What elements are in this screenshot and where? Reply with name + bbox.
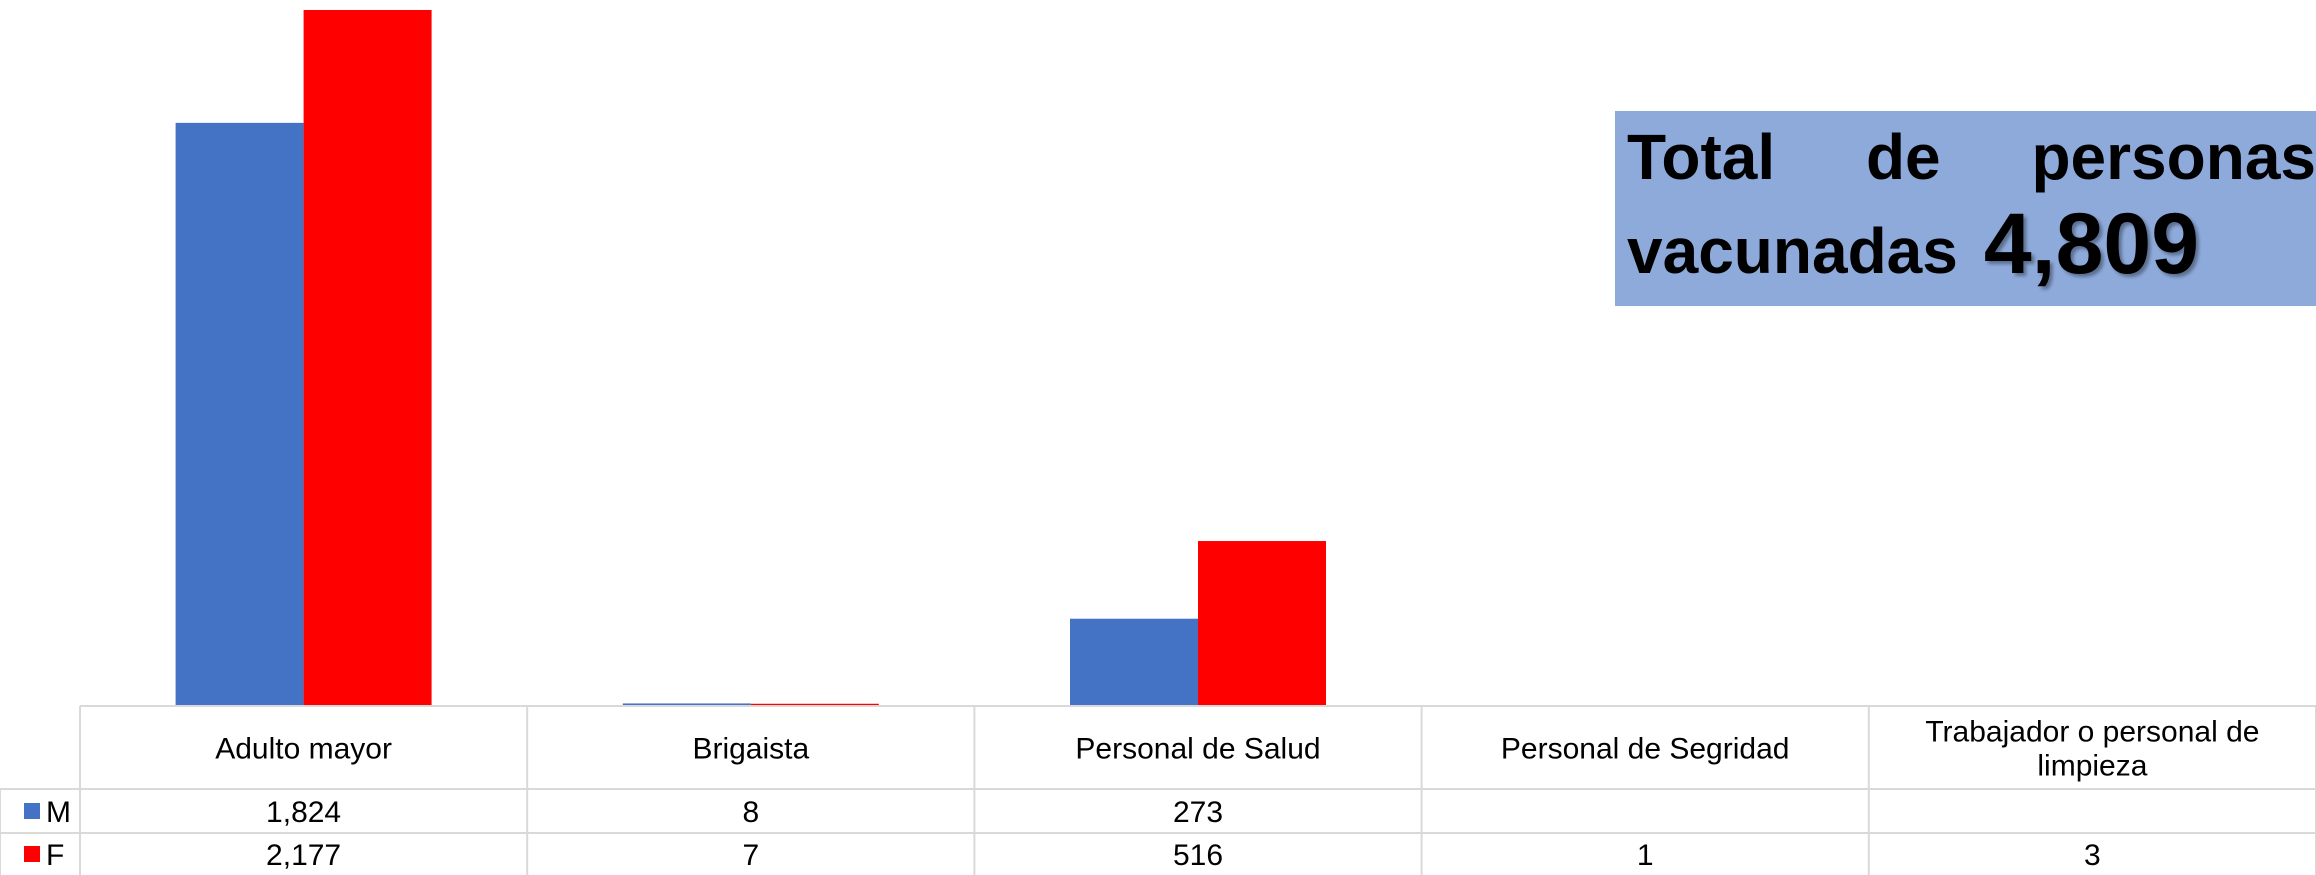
category-label: Brigaista — [692, 733, 809, 766]
legend-key-f — [24, 846, 40, 862]
bar-f-1 — [303, 10, 432, 706]
category-label: Trabajador o personal de — [1925, 716, 2259, 749]
value-f-4: 1 — [1637, 839, 1654, 872]
total-summary-box: Total de personas vacunadas 4,809 — [1615, 111, 2316, 306]
total-label: vacunadas — [1627, 215, 1958, 287]
data-table: Adulto mayor Brigaista Personal de Salud Pe… — [0, 705, 2316, 875]
bar-f-3 — [1198, 541, 1326, 706]
total-value-line: vacunadas 4,809 — [1627, 195, 2316, 294]
value-f-1: 2,177 — [266, 839, 341, 872]
legend-key-m — [24, 803, 40, 819]
bar-m-1 — [175, 122, 304, 707]
category-label: Adulto mayor — [215, 733, 392, 766]
value-m-2: 8 — [742, 796, 759, 829]
total-word-1: Total — [1627, 121, 1776, 193]
legend-label-f: F — [46, 839, 64, 872]
value-m-1: 1,824 — [266, 796, 341, 829]
value-f-2: 7 — [742, 839, 759, 872]
value-f-5: 3 — [2084, 839, 2101, 872]
total-word-2: de — [1865, 121, 1941, 193]
bars-group — [175, 10, 2221, 707]
category-label: limpieza — [2037, 750, 2147, 783]
total-title-line: Total de personas — [1627, 125, 2316, 189]
total-word-3: personas — [2031, 121, 2316, 193]
value-f-3: 516 — [1173, 839, 1223, 872]
value-m-3: 273 — [1173, 796, 1223, 829]
bar-f-2 — [750, 703, 879, 706]
legend-label-m: M — [46, 796, 71, 829]
category-label: Personal de Salud — [1075, 733, 1320, 766]
category-label: Personal de Segridad — [1501, 733, 1790, 766]
bar-m-2 — [622, 703, 751, 706]
bar-m-3 — [1070, 618, 1198, 706]
total-value: 4,809 — [1983, 196, 2200, 292]
